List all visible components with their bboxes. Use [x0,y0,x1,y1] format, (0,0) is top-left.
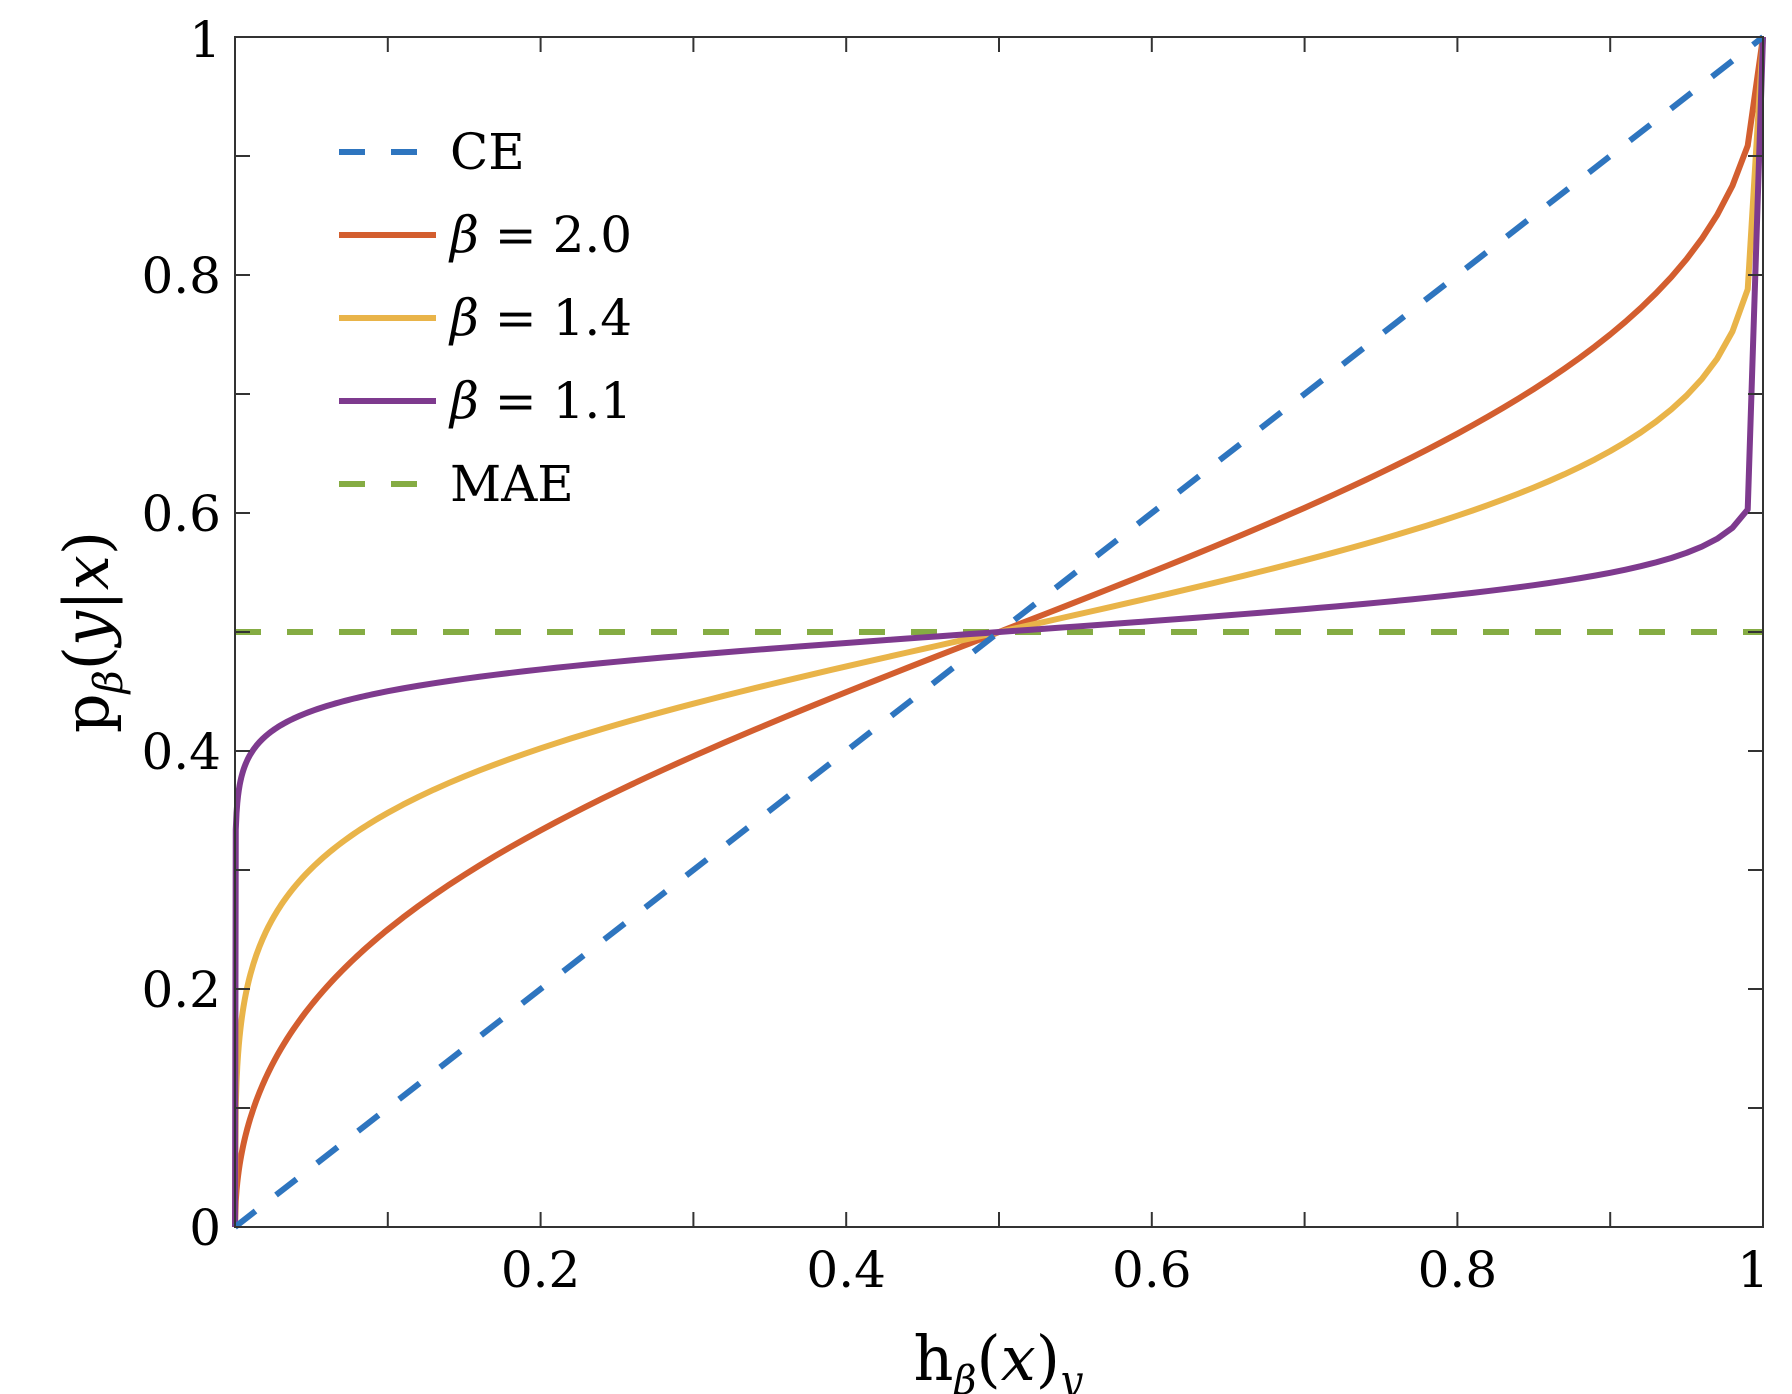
y-axis-label-var2: x [50,555,123,590]
y-axis-label-bar: | [50,590,123,611]
series-line-1-1 [232,36,1766,1228]
x-axis-label-sub2: y [1058,1358,1084,1394]
y-tick-label: 0.6 [141,485,221,543]
x-axis-label-close: ) [1036,1322,1060,1394]
legend-item: β = 2.0 [339,206,632,264]
legend-item: β = 1.4 [339,289,632,347]
y-axis-label-close: ) [50,531,123,555]
legend-label-text: CE [450,123,525,181]
legend-label: CE [450,123,525,181]
x-axis-label: hβ(x)y [913,1322,1083,1394]
legend-item: CE [339,123,525,181]
y-tick-label: 0 [189,1199,221,1257]
legend-item: β = 1.1 [339,372,632,430]
legend-beta-symbol: β [448,372,479,430]
series-layer [232,34,1766,1230]
legend-beta-symbol: β [448,206,479,264]
legend-label-text: MAE [450,455,574,513]
legend-label: MAE [450,455,574,513]
y-axis-label-main: p [50,693,123,733]
x-tick-label: 0.6 [1112,1241,1192,1299]
y-tick-label: 1 [189,11,221,69]
ticks [235,36,1764,1227]
legend-label: β = 1.1 [448,372,632,430]
y-axis-label-var1: y [50,610,123,649]
series-line-2-0 [232,36,1766,1228]
legend-beta-symbol: β [448,289,479,347]
x-tick-label: 0.8 [1418,1241,1498,1299]
legend-label-text: = 1.4 [479,289,632,347]
x-axis-label-var: x [1001,1322,1036,1394]
legend-label-text: = 1.1 [479,372,632,430]
tick-labels: 0.2 0.4 0.6 0.8 1 0 0.2 0.4 0.6 0.8 1 [141,11,1769,1299]
x-axis-label-open: ( [977,1322,1001,1394]
series-line-1-4 [232,36,1766,1228]
x-tick-label: 1 [1737,1241,1769,1299]
y-axis-label-open: ( [50,646,123,670]
x-axis-label-main: h [913,1322,953,1394]
legend-label: β = 1.4 [448,289,632,347]
x-axis-label-sub: β [951,1358,976,1394]
legend-item: MAE [339,455,574,513]
y-axis-label: pβ(y|x) [50,531,132,733]
series-line-ce [233,34,1765,1230]
y-tick-label: 0.8 [141,247,221,305]
x-tick-label: 0.4 [806,1241,886,1299]
x-tick-label: 0.2 [501,1241,581,1299]
y-tick-label: 0.2 [141,961,221,1019]
legend-label-text: = 2.0 [479,206,632,264]
y-axis-label-sub: β [86,670,132,695]
y-tick-label: 0.4 [141,723,221,781]
legend-label: β = 2.0 [448,206,632,264]
